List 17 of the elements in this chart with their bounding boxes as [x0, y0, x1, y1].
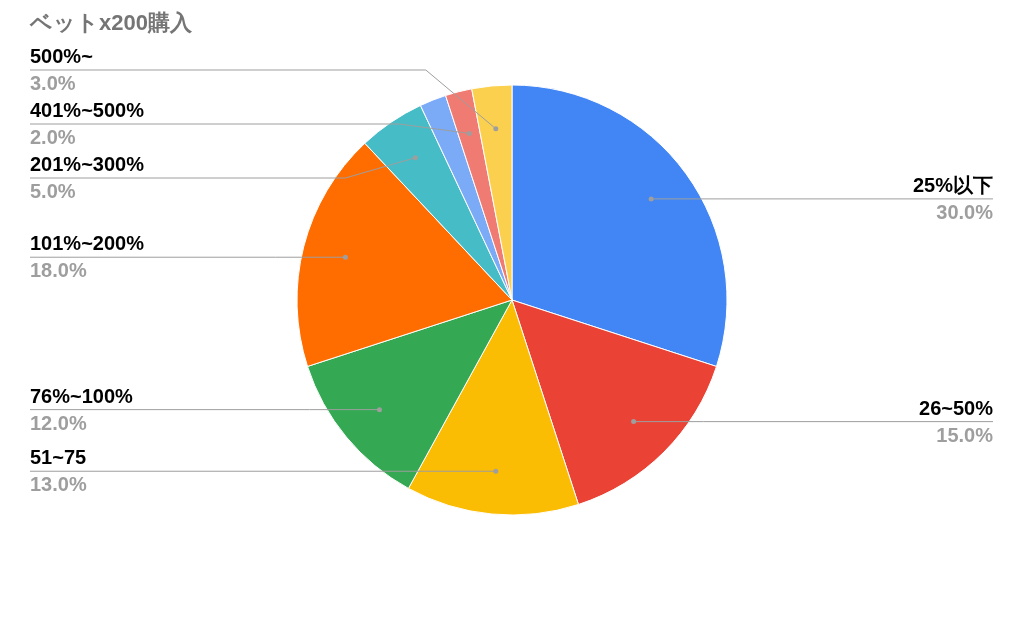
data-label: 12.0%: [30, 411, 87, 434]
slice-label: 101%~200%: [30, 232, 145, 255]
data-label: 13.0%: [30, 473, 87, 496]
slice-label: 401%~500%: [30, 99, 145, 121]
data-label: 3.0%: [30, 72, 76, 94]
slice-label: 25%以下: [912, 173, 993, 196]
slice-label: 26~50%: [919, 396, 994, 419]
slice-label: 201%~300%: [30, 153, 145, 175]
slice-label: 76%~100%: [30, 384, 134, 407]
data-label: 18.0%: [30, 259, 87, 282]
chart-title: ベットx200購入: [29, 10, 193, 35]
data-label: 2.0%: [30, 126, 76, 148]
slice-label: 51~75: [30, 446, 87, 469]
data-label: 15.0%: [936, 423, 994, 446]
data-label: 5.0%: [30, 180, 76, 202]
slice-label: 500%~: [30, 45, 93, 67]
data-label: 30.0%: [936, 200, 994, 223]
